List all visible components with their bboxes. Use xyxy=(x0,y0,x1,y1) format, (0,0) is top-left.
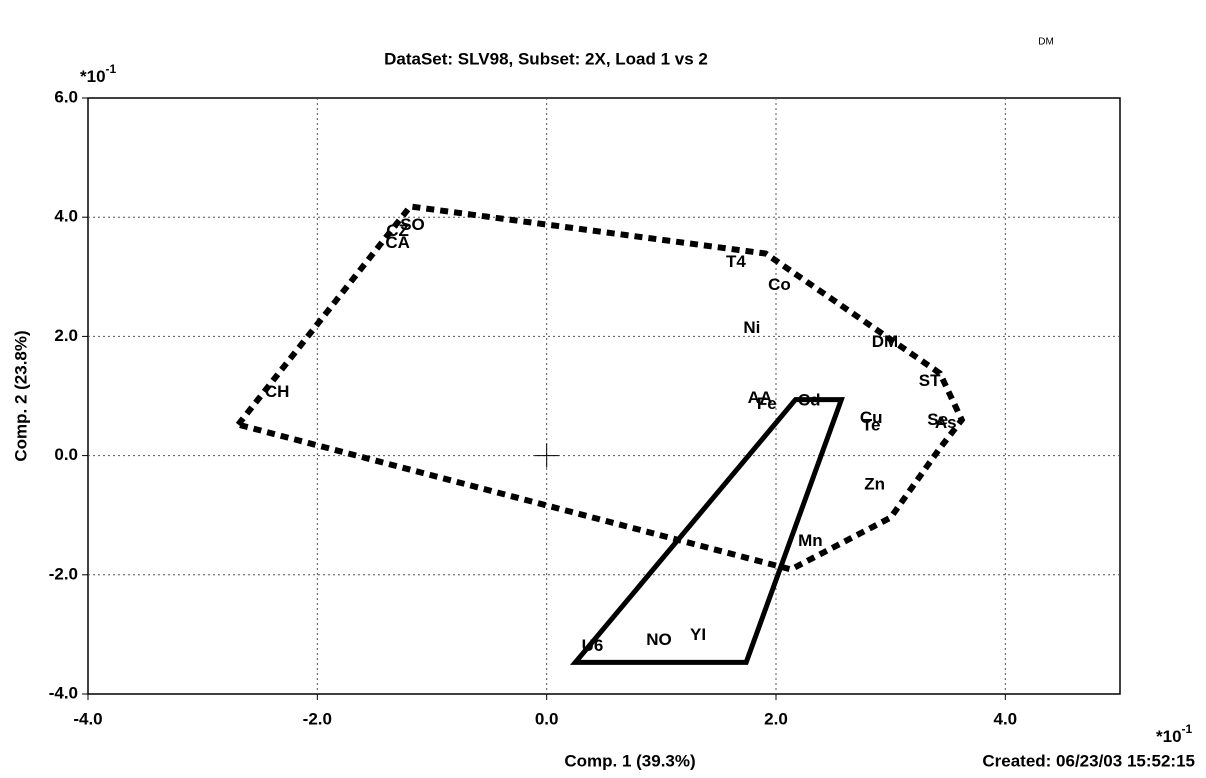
point-label: As xyxy=(935,413,957,432)
point-label: CA xyxy=(385,233,410,252)
point-label: ST xyxy=(919,371,941,390)
point-label: Cu xyxy=(860,408,883,427)
point-label: DM xyxy=(872,332,898,351)
created-text: Created: 06/23/03 15:52:15 xyxy=(982,751,1195,770)
corner-text: DM xyxy=(1038,37,1054,48)
y-tick-label: -2.0 xyxy=(49,564,78,583)
point-label: CZ xyxy=(386,221,409,240)
point-label: CH xyxy=(265,382,290,401)
y-axis-label: Comp. 2 (23.8%) xyxy=(11,330,30,461)
point-label: Zn xyxy=(864,474,885,493)
y-tick-label: 6.0 xyxy=(54,87,78,106)
chart-title: DataSet: SLV98, Subset: 2X, Load 1 vs 2 xyxy=(384,49,708,68)
point-label: SO xyxy=(400,215,425,234)
x-tick-label: 4.0 xyxy=(994,709,1018,728)
point-label: YI xyxy=(690,625,706,644)
y-tick-label: 4.0 xyxy=(54,207,78,226)
plot-frame xyxy=(87,97,1121,695)
point-label: Co xyxy=(768,275,791,294)
y-tick-label: 2.0 xyxy=(54,326,78,345)
x-tick-label: 2.0 xyxy=(764,709,788,728)
x-multiplier-exponent: -1 xyxy=(1182,722,1193,736)
y-tick-label: -4.0 xyxy=(49,683,78,702)
y-multiplier-base: *10 xyxy=(80,67,106,86)
y-tick-label: 0.0 xyxy=(54,445,78,464)
point-label: Ni xyxy=(743,318,760,337)
y-multiplier: *10-1 xyxy=(80,62,117,86)
point-label: Te xyxy=(862,415,881,434)
x-tick-label: -2.0 xyxy=(303,709,332,728)
y-multiplier-exponent: -1 xyxy=(106,62,117,76)
point-label: Cd xyxy=(798,390,821,409)
x-axis-label: Comp. 1 (39.3%) xyxy=(564,751,695,770)
x-tick-label: 0.0 xyxy=(535,709,559,728)
point-label: AA xyxy=(748,388,773,407)
point-label: U6 xyxy=(582,636,604,655)
point-label: Fe xyxy=(757,394,777,413)
point-label: Mn xyxy=(798,531,823,550)
hull xyxy=(569,397,845,665)
x-tick-label: -4.0 xyxy=(73,709,102,728)
hull xyxy=(233,203,966,573)
x-multiplier-base: *10 xyxy=(1156,727,1182,746)
point-label: Se xyxy=(927,410,948,429)
point-label: T4 xyxy=(726,252,746,271)
x-multiplier: *10-1 xyxy=(1156,722,1193,746)
point-label: NO xyxy=(646,630,672,649)
